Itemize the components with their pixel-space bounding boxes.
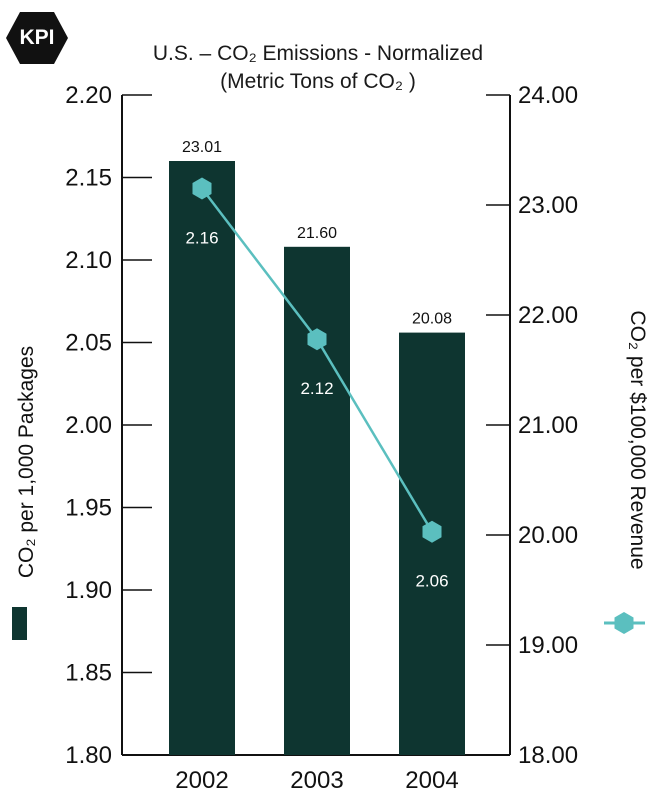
right-tick-label: 22.00 bbox=[518, 302, 578, 329]
revenue-point bbox=[192, 177, 212, 200]
right-tick-label: 19.00 bbox=[518, 632, 578, 659]
chart-title: U.S. – CO₂ Emissions - Normalized bbox=[152, 42, 484, 65]
line-value-label: 2.12 bbox=[300, 379, 333, 398]
left-tick-label: 1.95 bbox=[65, 495, 112, 522]
right-tick-label: 23.00 bbox=[518, 192, 578, 219]
line-value-label: 2.16 bbox=[185, 229, 218, 248]
bar-2002 bbox=[169, 161, 235, 755]
x-tick-label: 2004 bbox=[405, 767, 458, 794]
bar-2003 bbox=[284, 246, 350, 756]
right-tick-label: 20.00 bbox=[518, 522, 578, 549]
x-tick-label: 2002 bbox=[175, 767, 228, 794]
left-tick-label: 2.10 bbox=[65, 247, 112, 274]
left-tick-label: 2.00 bbox=[65, 412, 112, 439]
left-tick-label: 2.20 bbox=[65, 82, 112, 109]
revenue-point bbox=[307, 328, 327, 351]
right-tick-label: 21.00 bbox=[518, 412, 578, 439]
left-tick-label: 1.80 bbox=[65, 742, 112, 769]
left-tick-label: 1.85 bbox=[65, 660, 112, 687]
bar-value-label: 23.01 bbox=[182, 139, 222, 156]
bar-2004 bbox=[399, 332, 465, 755]
left-axis-title: CO₂ per 1,000 Packages bbox=[15, 346, 38, 578]
left-tick-label: 1.90 bbox=[65, 577, 112, 604]
kpi-badge-label: KPI bbox=[19, 26, 55, 49]
kpi-badge bbox=[6, 12, 68, 64]
bar-value-label: 21.60 bbox=[297, 225, 337, 242]
right-tick-label: 24.00 bbox=[518, 82, 578, 109]
chart-subtitle: (Metric Tons of CO₂ ) bbox=[220, 70, 416, 93]
right-tick-label: 18.00 bbox=[518, 742, 578, 769]
line-value-label: 2.06 bbox=[415, 572, 448, 591]
revenue-point bbox=[422, 520, 442, 543]
left-tick-label: 2.05 bbox=[65, 330, 112, 357]
legend-bar-swatch bbox=[12, 607, 27, 640]
legend-line-marker bbox=[614, 612, 634, 634]
x-tick-label: 2003 bbox=[290, 767, 343, 794]
left-tick-label: 2.15 bbox=[65, 165, 112, 192]
bar-value-label: 20.08 bbox=[412, 311, 452, 328]
right-axis-title: CO₂ per $100,000 Revenue bbox=[626, 310, 647, 569]
